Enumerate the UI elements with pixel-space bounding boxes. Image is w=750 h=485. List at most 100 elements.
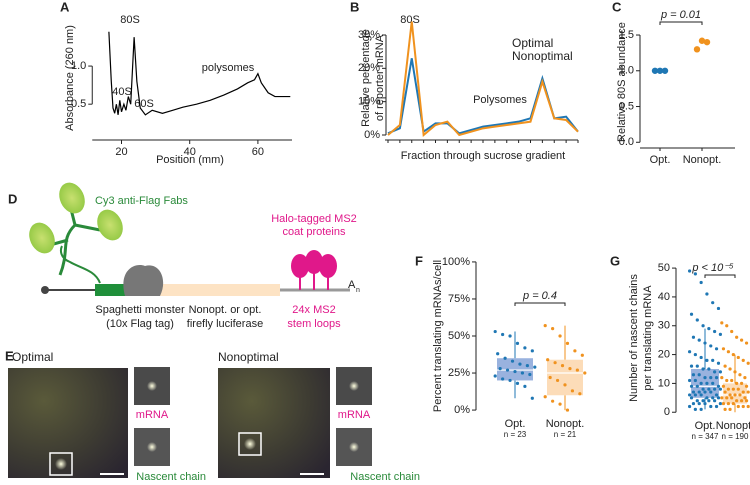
point [560,364,565,368]
point [716,384,721,388]
point [530,396,534,400]
channel-label: mRNA [338,409,371,421]
y-tick-label: 20 [658,348,670,360]
point [698,37,706,44]
point [731,387,735,391]
point [583,371,587,375]
x-tick-label: Nonopt. [716,420,750,432]
point [709,390,713,394]
y-tick-label: 1.0 [619,65,634,77]
tether [49,204,101,276]
y-tick-label: 25% [448,367,470,379]
point [689,364,694,368]
point [711,358,715,362]
y-tick-label: 0.5 [619,100,634,112]
y-axis-label: Percent translating mRNAs/cell [432,260,444,412]
series-line [108,31,291,116]
point [699,381,703,386]
y-axis-label: of reporter mRNA [374,34,386,121]
diagram-label: coat proteins [283,226,346,238]
point [721,384,726,388]
point [565,408,570,412]
point [743,376,747,380]
image-title: Nonoptimal [218,350,279,364]
point [693,272,697,276]
point [730,396,734,400]
image-title: Optimal [12,350,53,364]
point [558,402,562,406]
point [699,355,703,360]
point [703,341,707,345]
point [691,390,696,394]
point [580,353,584,357]
channel-label: Nascent chain [350,471,420,483]
point [651,67,659,74]
point [728,407,732,411]
point [744,399,749,403]
point [725,324,729,328]
point [730,378,734,383]
annotation: p = 0.01 [660,9,701,21]
channel-label: Nascent chain [136,471,206,483]
point [746,390,750,394]
point [728,393,732,397]
point [736,404,740,409]
y-tick-label: 50 [658,262,670,274]
point [733,370,737,374]
point [718,370,723,374]
point [718,332,723,336]
panel-letter: E [5,348,14,363]
x-tick-label: Opt. [695,420,716,432]
point [735,399,739,403]
point [714,347,719,351]
point [709,404,713,409]
point [726,401,731,406]
point [711,381,715,386]
point [661,67,669,74]
point [693,407,697,411]
point [505,368,510,372]
annotation: 60S [134,98,154,110]
point [741,390,745,394]
point [709,376,713,380]
y-axis-label: per translating mRNA [642,285,654,391]
point [493,329,497,334]
y-axis-label: Number of nascent chains [628,274,640,402]
point [707,327,711,331]
x-tick-label: Opt. [650,154,671,166]
point [693,352,697,357]
panel-letter: G [610,253,620,268]
point [548,375,552,380]
point [716,396,721,400]
panel-letter: D [8,191,17,206]
point [711,396,715,400]
bracket [704,274,736,278]
point [730,329,734,334]
point [723,364,727,368]
panel-letter: C [612,0,622,14]
point [707,387,711,391]
diagram-label: Cy3 anti-Flag Fabs [95,195,188,207]
image [218,368,330,478]
point [575,368,579,372]
point [530,349,534,353]
point [520,371,525,375]
point [746,361,750,365]
point [714,393,719,397]
point [695,364,699,368]
diagram-label: Halo-tagged MS2 [271,213,357,225]
y-tick-label: 30% [358,29,380,41]
point [713,387,717,391]
point [720,321,724,325]
point [551,399,555,403]
point [703,38,711,46]
point [688,350,692,354]
spot [147,381,157,391]
panel-letter: B [350,0,359,14]
y-tick-label: 10 [658,377,670,389]
image [8,368,128,478]
point [688,378,692,383]
point [695,399,699,403]
point [744,384,749,388]
point [513,369,517,374]
